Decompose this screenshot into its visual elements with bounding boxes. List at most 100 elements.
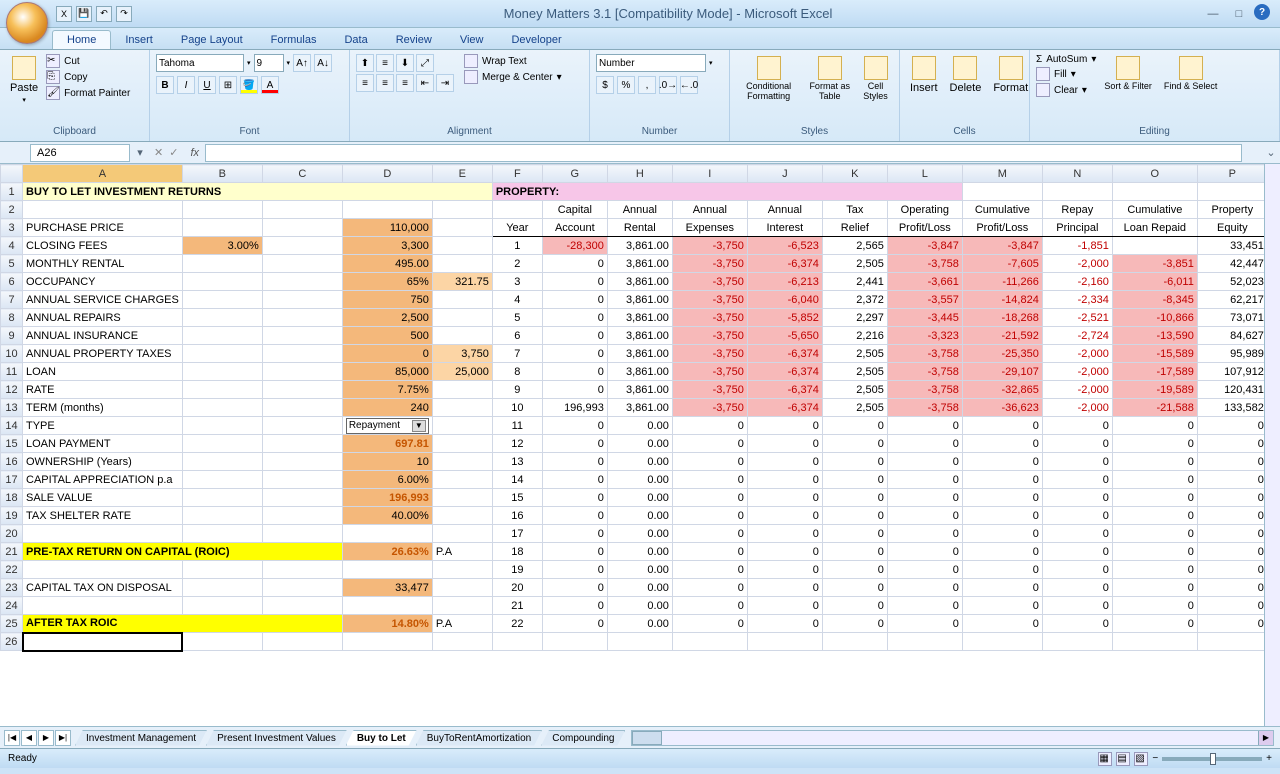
param-value[interactable] xyxy=(342,633,432,651)
increase-indent-button[interactable]: ⇥ xyxy=(436,74,454,92)
format-cells-button[interactable]: Format xyxy=(989,54,1032,96)
cell[interactable] xyxy=(262,471,342,489)
column-header[interactable]: N xyxy=(1042,165,1112,183)
row-header[interactable]: 25 xyxy=(1,615,23,633)
column-header[interactable]: A xyxy=(23,165,183,183)
qat-undo-icon[interactable]: ↶ xyxy=(96,6,112,22)
cell[interactable] xyxy=(822,633,887,651)
zoom-out-button[interactable]: − xyxy=(1152,753,1158,764)
cut-button[interactable]: ✂Cut xyxy=(46,54,130,68)
font-name-select[interactable] xyxy=(156,54,244,72)
param-value[interactable]: 7.75% xyxy=(342,381,432,399)
cell[interactable] xyxy=(262,507,342,525)
wrap-text-button[interactable]: Wrap Text xyxy=(464,54,562,68)
cell[interactable] xyxy=(262,579,342,597)
cell[interactable] xyxy=(262,309,342,327)
cell[interactable] xyxy=(432,417,492,435)
param-value[interactable]: 0 xyxy=(342,345,432,363)
tab-nav-first[interactable]: |◀ xyxy=(4,730,20,746)
orientation-button[interactable]: ⤢ xyxy=(416,54,434,72)
fx-icon[interactable]: fx xyxy=(184,147,205,159)
param-value[interactable]: 697.81 xyxy=(342,435,432,453)
cell[interactable] xyxy=(262,291,342,309)
ribbon-tab-home[interactable]: Home xyxy=(52,30,111,49)
column-header[interactable]: B xyxy=(182,165,262,183)
spreadsheet-grid[interactable]: ABCDEFGHIJKLMNOP1BUY TO LET INVESTMENT R… xyxy=(0,164,1280,726)
row-header[interactable]: 19 xyxy=(1,507,23,525)
qat-excel-icon[interactable]: X xyxy=(56,6,72,22)
cell[interactable] xyxy=(262,237,342,255)
cell[interactable] xyxy=(432,453,492,471)
paste-button[interactable]: Paste▾ xyxy=(6,54,42,106)
cell[interactable] xyxy=(542,633,607,651)
italic-button[interactable]: I xyxy=(177,76,195,94)
horizontal-scrollbar[interactable]: ▶ xyxy=(631,730,1274,746)
param-value[interactable] xyxy=(182,597,262,615)
sheet-tab[interactable]: BuyToRentAmortization xyxy=(416,730,543,746)
row-header[interactable]: 2 xyxy=(1,201,23,219)
minimize-button[interactable]: — xyxy=(1204,6,1222,22)
cell[interactable] xyxy=(1197,633,1267,651)
row-header[interactable]: 11 xyxy=(1,363,23,381)
align-top-button[interactable]: ⬆ xyxy=(356,54,374,72)
param-value[interactable]: 10 xyxy=(342,453,432,471)
column-header[interactable]: E xyxy=(432,165,492,183)
row-header[interactable]: 13 xyxy=(1,399,23,417)
cell[interactable] xyxy=(432,219,492,237)
cell[interactable] xyxy=(747,633,822,651)
row-header[interactable]: 24 xyxy=(1,597,23,615)
column-header[interactable]: D xyxy=(342,165,432,183)
merge-center-button[interactable]: Merge & Center ▾ xyxy=(464,70,562,84)
qat-save-icon[interactable]: 💾 xyxy=(76,6,92,22)
param-value[interactable]: 14.80% xyxy=(342,615,432,633)
align-left-button[interactable]: ≡ xyxy=(356,74,374,92)
cell[interactable]: 25,000 xyxy=(432,363,492,381)
cell[interactable] xyxy=(962,633,1042,651)
ribbon-tab-insert[interactable]: Insert xyxy=(111,31,167,49)
param-value[interactable]: 33,477 xyxy=(342,579,432,597)
qat-redo-icon[interactable]: ↷ xyxy=(116,6,132,22)
cell[interactable] xyxy=(432,471,492,489)
param-value[interactable] xyxy=(182,507,262,525)
select-all-corner[interactable] xyxy=(1,165,23,183)
row-header[interactable]: 23 xyxy=(1,579,23,597)
row-header[interactable]: 17 xyxy=(1,471,23,489)
param-value[interactable]: 2,500 xyxy=(342,309,432,327)
cell[interactable] xyxy=(262,255,342,273)
clear-button[interactable]: Clear ▾ xyxy=(1036,83,1096,97)
cell[interactable] xyxy=(432,291,492,309)
param-value[interactable] xyxy=(342,561,432,579)
cell[interactable] xyxy=(1042,633,1112,651)
formula-bar[interactable] xyxy=(205,144,1242,162)
cell[interactable] xyxy=(262,327,342,345)
param-value[interactable] xyxy=(182,291,262,309)
param-value[interactable]: 3,300 xyxy=(342,237,432,255)
name-box[interactable]: A26 xyxy=(30,144,130,162)
param-value[interactable]: 110,000 xyxy=(342,219,432,237)
param-value[interactable]: 500 xyxy=(342,327,432,345)
align-right-button[interactable]: ≡ xyxy=(396,74,414,92)
type-dropdown[interactable]: Repayment▼ xyxy=(342,417,432,435)
row-header[interactable]: 26 xyxy=(1,633,23,651)
column-header[interactable]: H xyxy=(607,165,672,183)
row-header[interactable]: 10 xyxy=(1,345,23,363)
param-value[interactable]: 750 xyxy=(342,291,432,309)
cell[interactable] xyxy=(432,489,492,507)
column-header[interactable]: G xyxy=(542,165,607,183)
cell[interactable]: 3,750 xyxy=(432,345,492,363)
cell[interactable]: P.A xyxy=(432,615,492,633)
cell[interactable] xyxy=(262,489,342,507)
cell[interactable] xyxy=(432,579,492,597)
name-box-dropdown[interactable]: ▾ xyxy=(132,146,148,159)
row-header[interactable]: 18 xyxy=(1,489,23,507)
number-format-select[interactable] xyxy=(596,54,706,72)
cell[interactable] xyxy=(492,633,542,651)
param-value[interactable]: 3.00% xyxy=(182,237,262,255)
view-layout-icon[interactable]: ▤ xyxy=(1116,752,1130,766)
autosum-button[interactable]: Σ AutoSum ▾ xyxy=(1036,54,1096,65)
cell[interactable] xyxy=(262,399,342,417)
sheet-tab[interactable]: Buy to Let xyxy=(346,730,417,746)
param-value[interactable] xyxy=(182,453,262,471)
row-header[interactable]: 7 xyxy=(1,291,23,309)
cell[interactable] xyxy=(432,399,492,417)
